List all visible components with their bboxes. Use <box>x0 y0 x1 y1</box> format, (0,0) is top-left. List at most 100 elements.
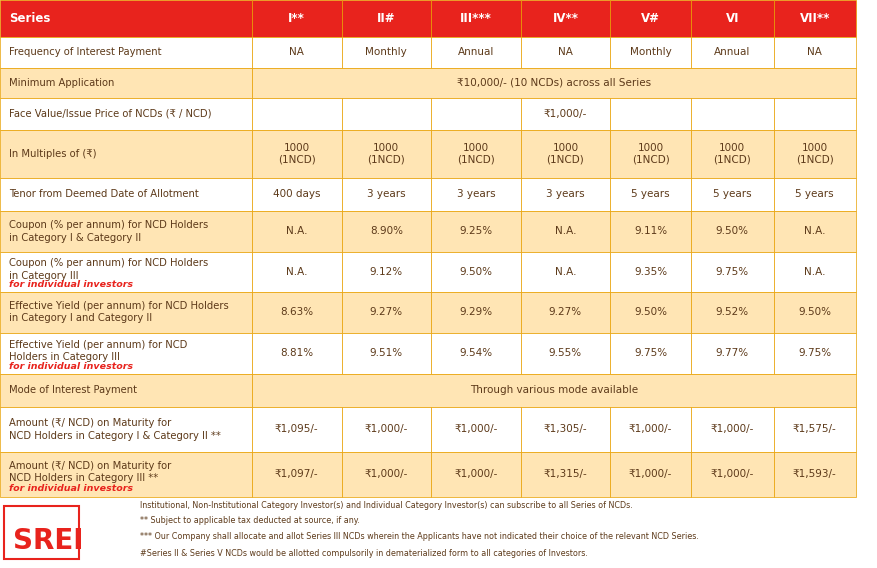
Bar <box>773 37 855 68</box>
Bar <box>341 291 431 333</box>
Bar <box>252 374 855 407</box>
Text: ₹1,593/-: ₹1,593/- <box>792 470 836 479</box>
Bar <box>520 98 610 130</box>
Bar <box>252 130 341 178</box>
Text: Annual: Annual <box>713 48 750 57</box>
Text: I**: I** <box>288 12 305 25</box>
Text: ** Subject to applicable tax deducted at source, if any.: ** Subject to applicable tax deducted at… <box>140 516 360 525</box>
Bar <box>341 333 431 374</box>
Bar <box>341 0 431 37</box>
Bar <box>773 333 855 374</box>
Bar <box>431 252 520 291</box>
Bar <box>610 37 690 68</box>
Bar <box>341 211 431 252</box>
Text: 9.29%: 9.29% <box>459 307 492 317</box>
Text: 400 days: 400 days <box>273 189 320 199</box>
Bar <box>773 252 855 291</box>
Text: 8.63%: 8.63% <box>280 307 313 317</box>
Text: 9.25%: 9.25% <box>459 227 492 236</box>
Text: Coupon (% per annum) for NCD Holders
in Category I & Category II: Coupon (% per annum) for NCD Holders in … <box>9 220 208 243</box>
Text: 1000
(1NCD): 1000 (1NCD) <box>546 143 583 165</box>
Text: 1000
(1NCD): 1000 (1NCD) <box>278 143 315 165</box>
Text: ₹1,095/-: ₹1,095/- <box>275 424 318 435</box>
Text: 8.90%: 8.90% <box>369 227 403 236</box>
Text: N.A.: N.A. <box>803 227 824 236</box>
Text: N.A.: N.A. <box>286 267 307 277</box>
Bar <box>690 178 773 211</box>
Bar <box>610 130 690 178</box>
Text: Series: Series <box>9 12 50 25</box>
Bar <box>341 37 431 68</box>
Text: Effective Yield (per annum) for NCD Holders
in Category I and Category II: Effective Yield (per annum) for NCD Hold… <box>9 301 228 323</box>
Bar <box>0 252 252 291</box>
Bar <box>341 252 431 291</box>
Text: 9.35%: 9.35% <box>633 267 667 277</box>
Text: 1000
(1NCD): 1000 (1NCD) <box>713 143 750 165</box>
Text: 9.50%: 9.50% <box>715 227 748 236</box>
Text: 9.50%: 9.50% <box>459 267 492 277</box>
Bar <box>690 333 773 374</box>
Bar <box>252 252 341 291</box>
Text: 9.51%: 9.51% <box>369 348 403 358</box>
Text: 9.12%: 9.12% <box>369 267 403 277</box>
Text: 9.27%: 9.27% <box>548 307 581 317</box>
Text: 5 years: 5 years <box>712 189 751 199</box>
Text: 1000
(1NCD): 1000 (1NCD) <box>795 143 832 165</box>
Text: 3 years: 3 years <box>367 189 405 199</box>
Bar <box>252 333 341 374</box>
Bar <box>431 211 520 252</box>
Text: ₹1,000/-: ₹1,000/- <box>453 470 497 479</box>
Bar <box>0 0 252 37</box>
Bar <box>0 407 252 452</box>
Text: ₹1,000/-: ₹1,000/- <box>543 108 587 119</box>
Text: SREI: SREI <box>13 527 83 555</box>
Text: Mode of Interest Payment: Mode of Interest Payment <box>9 386 137 395</box>
Bar <box>690 37 773 68</box>
Text: 9.75%: 9.75% <box>633 348 667 358</box>
Bar <box>610 178 690 211</box>
Text: 1000
(1NCD): 1000 (1NCD) <box>457 143 494 165</box>
Text: 5 years: 5 years <box>631 189 669 199</box>
Text: ₹1,315/-: ₹1,315/- <box>543 470 587 479</box>
Bar <box>690 407 773 452</box>
Text: Tenor from Deemed Date of Allotment: Tenor from Deemed Date of Allotment <box>9 189 198 199</box>
Bar <box>0 98 252 130</box>
Text: Monthly: Monthly <box>365 48 407 57</box>
Bar <box>252 211 341 252</box>
Text: ₹1,000/-: ₹1,000/- <box>709 424 753 435</box>
Bar <box>610 98 690 130</box>
Bar <box>773 98 855 130</box>
Bar <box>690 130 773 178</box>
Text: ₹1,000/-: ₹1,000/- <box>628 424 672 435</box>
Text: Frequency of Interest Payment: Frequency of Interest Payment <box>9 48 161 57</box>
Text: 9.54%: 9.54% <box>459 348 492 358</box>
Text: III***: III*** <box>460 12 491 25</box>
Bar <box>773 291 855 333</box>
Text: ₹1,575/-: ₹1,575/- <box>792 424 836 435</box>
Text: ₹10,000/- (10 NCDs) across all Series: ₹10,000/- (10 NCDs) across all Series <box>456 78 651 87</box>
Bar <box>252 0 341 37</box>
Bar <box>773 211 855 252</box>
Bar <box>520 0 610 37</box>
Text: IV**: IV** <box>552 12 578 25</box>
Text: 9.27%: 9.27% <box>369 307 403 317</box>
Text: ₹1,000/-: ₹1,000/- <box>709 470 753 479</box>
Bar <box>252 407 341 452</box>
Text: 1000
(1NCD): 1000 (1NCD) <box>631 143 668 165</box>
Text: VI: VI <box>724 12 738 25</box>
Bar <box>690 98 773 130</box>
Bar <box>520 333 610 374</box>
Text: Through various mode available: Through various mode available <box>469 386 638 395</box>
Bar <box>252 37 341 68</box>
Text: NA: NA <box>807 48 821 57</box>
Bar <box>690 291 773 333</box>
Bar <box>773 130 855 178</box>
Bar <box>431 98 520 130</box>
Text: II#: II# <box>376 12 396 25</box>
Bar <box>610 291 690 333</box>
Text: ₹1,000/-: ₹1,000/- <box>453 424 497 435</box>
Bar <box>0 211 252 252</box>
Bar <box>341 407 431 452</box>
Text: 9.55%: 9.55% <box>548 348 581 358</box>
Bar <box>520 37 610 68</box>
